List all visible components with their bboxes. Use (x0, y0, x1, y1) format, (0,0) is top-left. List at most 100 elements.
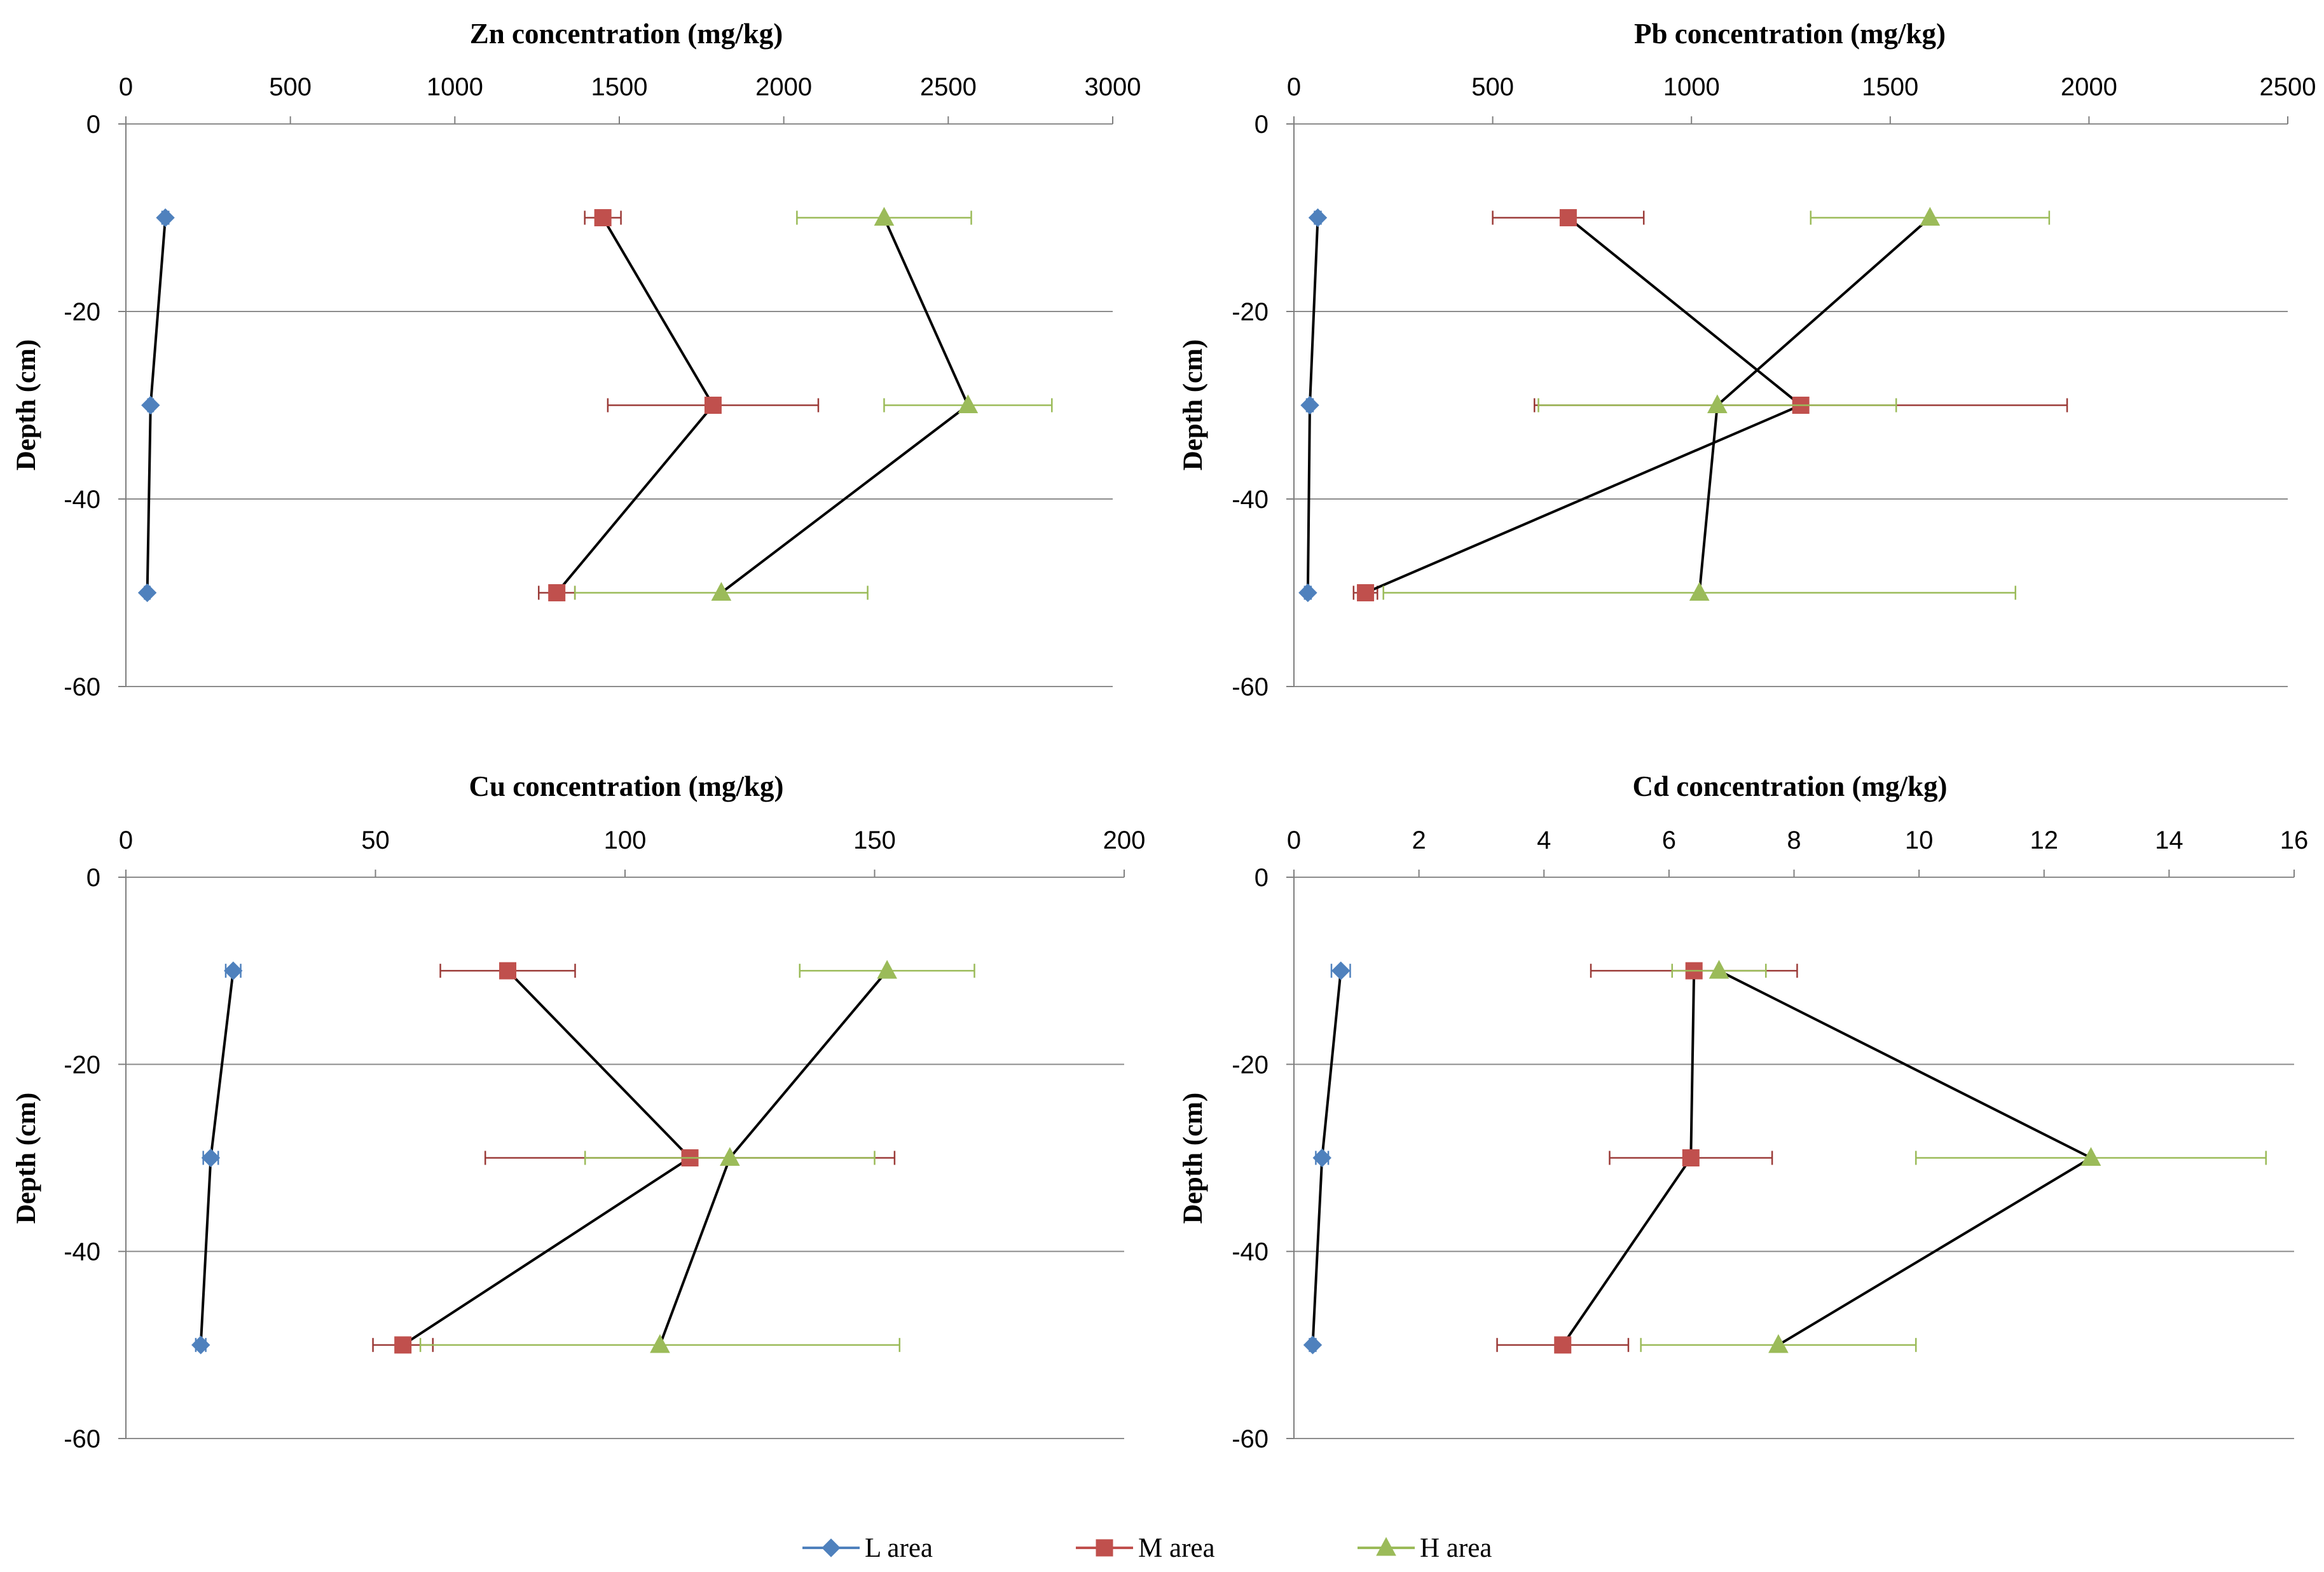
x-tick-label: 500 (269, 73, 312, 101)
chart-title: Cu concentration (mg/kg) (469, 770, 784, 802)
x-tick-label: 14 (2155, 826, 2183, 854)
legend: L area M area H area (802, 1533, 1492, 1563)
x-tick-label: 2500 (2260, 73, 2316, 101)
data-point (1768, 1334, 1789, 1353)
y-tick-label: -40 (64, 1238, 100, 1266)
x-tick-label: 1000 (427, 73, 483, 101)
data-point (2080, 1147, 2101, 1166)
y-tick-label: -60 (1232, 673, 1269, 701)
data-point (394, 1336, 412, 1354)
data-point (1331, 961, 1351, 980)
data-point (1308, 208, 1328, 228)
series-h-area (1382, 207, 2051, 601)
chart-panel: Cd concentration (mg/kg) 0 2 4 6 8 10 12 14 16 0 -2… (1178, 770, 2308, 1453)
x-tick-label: 12 (2030, 826, 2059, 854)
legend-marker (1376, 1536, 1396, 1556)
x-tick-label: 0 (1287, 73, 1301, 101)
data-point (874, 207, 895, 226)
y-tick-label: -40 (64, 486, 100, 514)
y-tick-label: -20 (1232, 298, 1269, 326)
series-h-area (574, 207, 1053, 601)
data-point (594, 209, 612, 226)
legend-item: M area (1076, 1533, 1215, 1563)
legend-item: H area (1358, 1533, 1492, 1563)
data-point (1707, 394, 1728, 413)
x-tick-label: 4 (1537, 826, 1551, 854)
data-point (499, 962, 517, 980)
y-tick-label: -20 (1232, 1051, 1269, 1079)
data-point (1300, 395, 1319, 415)
data-point (1682, 1149, 1700, 1166)
chart-title: Zn concentration (mg/kg) (470, 18, 783, 50)
x-tick-label: 3000 (1085, 73, 1141, 101)
data-point (201, 1148, 221, 1168)
x-tick-label: 16 (2280, 826, 2309, 854)
x-tick-label: 0 (119, 826, 133, 854)
x-tick-label: 1500 (591, 73, 648, 101)
y-tick-label: -60 (1232, 1425, 1269, 1453)
data-point (191, 1336, 210, 1355)
data-point (704, 397, 722, 414)
y-tick-label: -60 (64, 673, 100, 701)
data-point (711, 582, 732, 601)
x-tick-label: 100 (604, 826, 647, 854)
x-tick-label: 2500 (920, 73, 977, 101)
series-l-area (1303, 961, 1351, 1355)
data-point (1312, 1148, 1331, 1168)
data-point (650, 1334, 670, 1353)
chart-title: Pb concentration (mg/kg) (1634, 18, 1946, 50)
x-tick-label: 1000 (1663, 73, 1720, 101)
data-point (1298, 583, 1317, 603)
x-tick-label: 500 (1471, 73, 1514, 101)
data-point (548, 584, 566, 601)
y-tick-label: 0 (1255, 111, 1269, 139)
data-point (877, 960, 897, 979)
series-h-area (1640, 960, 2267, 1353)
data-point (1554, 1336, 1572, 1354)
y-axis-title: Depth (cm) (11, 1093, 41, 1224)
y-tick-label: -40 (1232, 1238, 1269, 1266)
legend-item: L area (802, 1533, 933, 1563)
data-point (224, 961, 243, 980)
chart-panel: Pb concentration (mg/kg) 0 500 1000 1500 2000… (1178, 18, 2316, 701)
data-point (958, 394, 979, 413)
x-tick-label: 2000 (755, 73, 812, 101)
data-point (1689, 582, 1710, 601)
y-axis-title: Depth (cm) (11, 339, 41, 471)
y-tick-label: -40 (1232, 486, 1269, 514)
y-tick-label: 0 (86, 111, 100, 139)
series-m-area (538, 209, 820, 601)
y-tick-label: 0 (1255, 864, 1269, 892)
x-tick-label: 2 (1412, 826, 1426, 854)
legend-marker (822, 1538, 841, 1557)
data-point (137, 583, 157, 603)
y-tick-label: -20 (64, 298, 100, 326)
x-tick-label: 1500 (1862, 73, 1918, 101)
chart-panel: Zn concentration (mg/kg) 0 500 1000 1500 2000… (11, 18, 1141, 701)
x-tick-label: 6 (1662, 826, 1676, 854)
legend-marker (1096, 1539, 1113, 1557)
y-axis-title: Depth (cm) (1178, 1093, 1208, 1224)
x-tick-label: 8 (1787, 826, 1801, 854)
chart-panel: Cu concentration (mg/kg) 0 50 100 150 200 0 -20… (11, 770, 1145, 1453)
legend-label: M area (1138, 1533, 1215, 1563)
series-m-area (1496, 962, 1798, 1354)
legend-label: L area (865, 1533, 933, 1563)
data-point (141, 395, 160, 415)
y-axis-title: Depth (cm) (1178, 339, 1208, 471)
series-h-area (419, 960, 975, 1353)
x-tick-label: 200 (1103, 826, 1146, 854)
y-tick-label: -60 (64, 1425, 100, 1453)
data-point (1920, 207, 1941, 226)
data-point (720, 1147, 740, 1166)
data-point (1303, 1336, 1323, 1355)
x-tick-label: 0 (119, 73, 133, 101)
x-tick-label: 2000 (2061, 73, 2117, 101)
series-l-area (137, 208, 175, 603)
x-tick-label: 10 (1905, 826, 1934, 854)
x-tick-label: 150 (853, 826, 896, 854)
y-tick-label: -20 (64, 1051, 100, 1079)
chart-title: Cd concentration (mg/kg) (1633, 770, 1948, 802)
data-point (1357, 584, 1375, 601)
series-l-area (1298, 208, 1328, 603)
